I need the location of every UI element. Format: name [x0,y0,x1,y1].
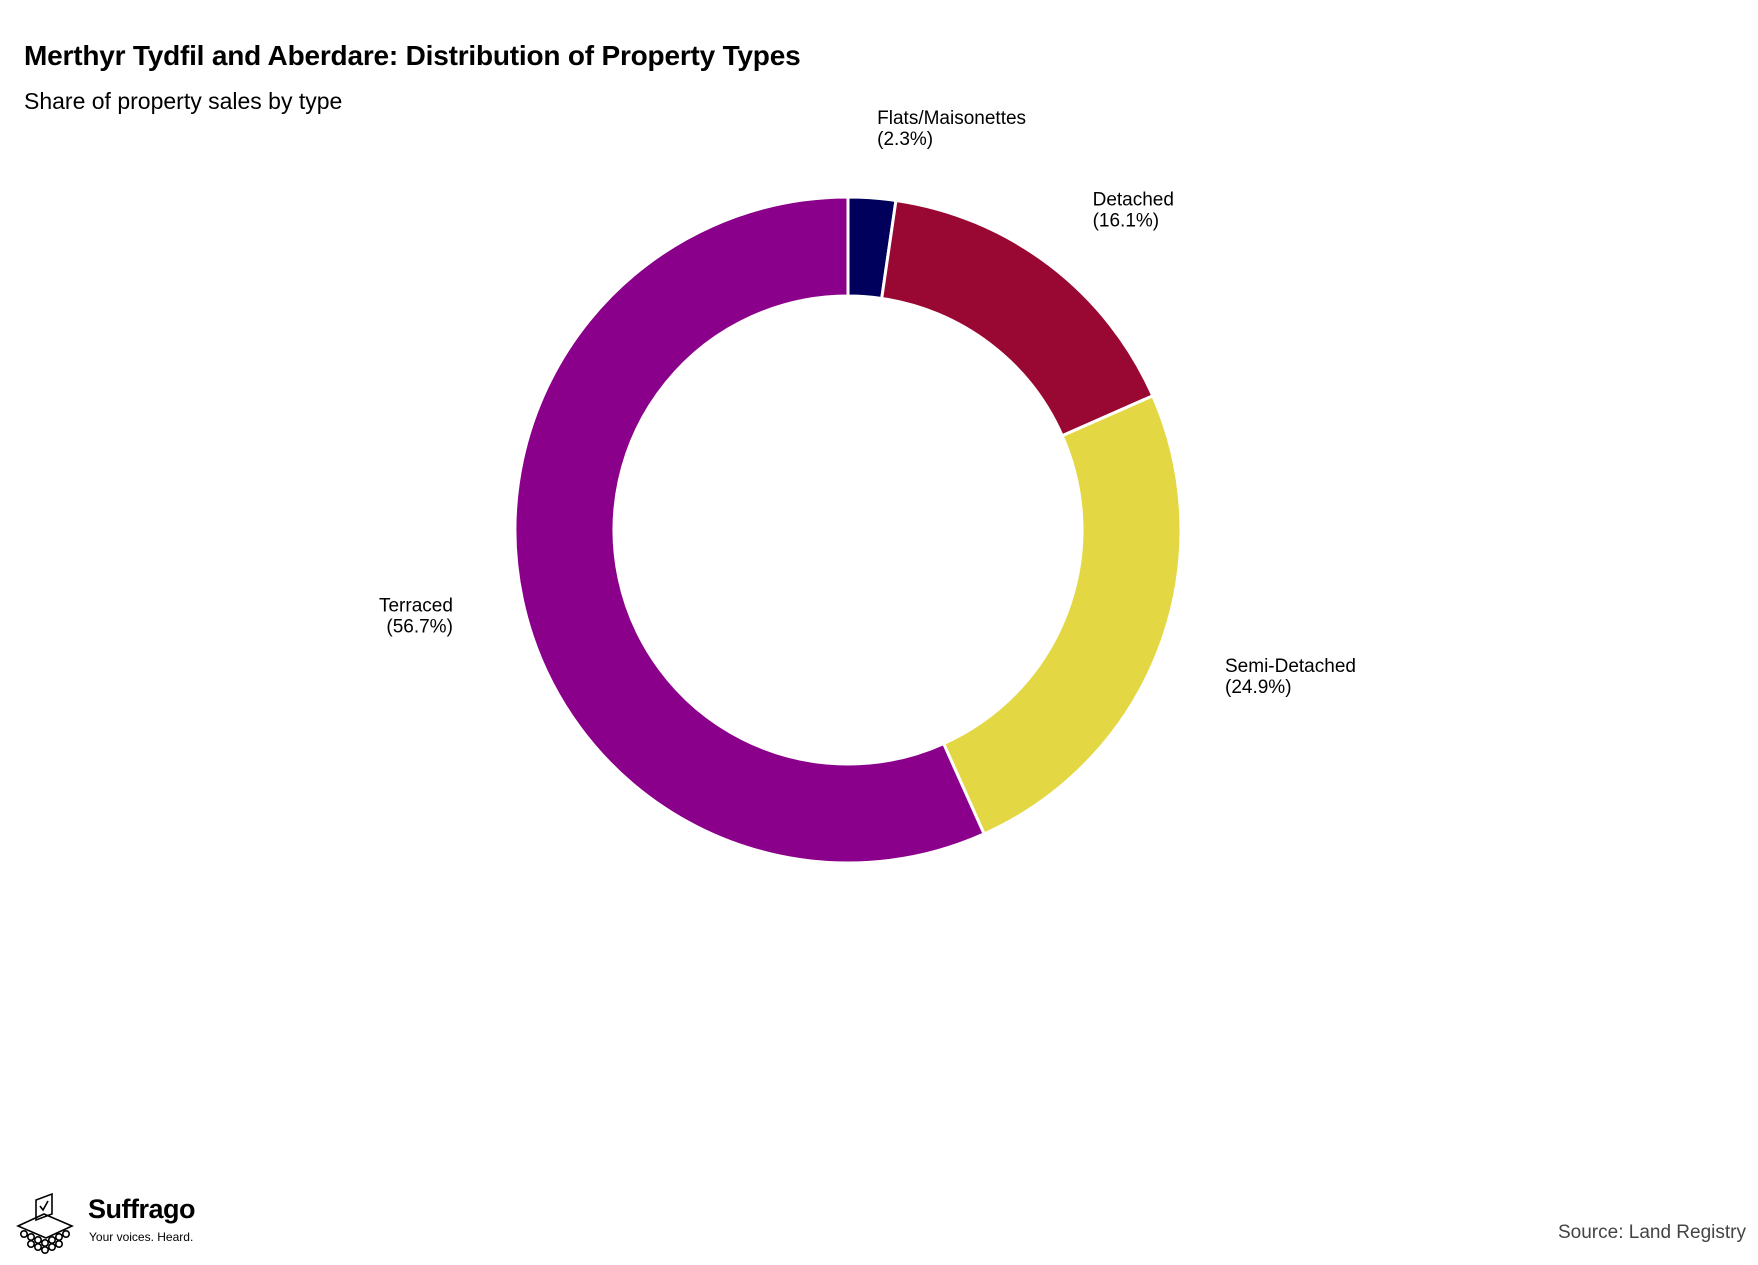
value-label-semi-detached: (24.9%) [1225,677,1292,698]
value-label-flats-maisonettes: (2.3%) [877,129,933,150]
logo-name: Suffrago [88,1194,196,1224]
chart-subtitle: Share of property sales by type [24,88,343,114]
value-label-detached: (16.1%) [1093,210,1160,231]
donut-labels: Flats/Maisonettes(2.3%) Detached(16.1%) Se… [379,108,1356,698]
label-terraced: Terraced [379,595,453,616]
label-detached: Detached [1093,189,1174,210]
label-semi-detached: Semi-Detached [1225,656,1356,677]
ballot-box-icon [16,1192,74,1254]
label-flats-maisonettes: Flats/Maisonettes [877,108,1026,129]
source-note: Source: Land Registry [1558,1222,1746,1243]
logo-tagline: Your voices. Heard. [89,1230,194,1244]
suffrago-logo: Suffrago Your voices. Heard. [14,1190,214,1254]
donut-slices [513,195,1183,865]
chart-title: Merthyr Tydfil and Aberdare: Distributio… [24,40,801,71]
value-label-terraced: (56.7%) [386,616,453,637]
slice-semi-detached [941,393,1183,836]
slice-detached [879,198,1155,438]
slice-terraced [513,195,987,865]
